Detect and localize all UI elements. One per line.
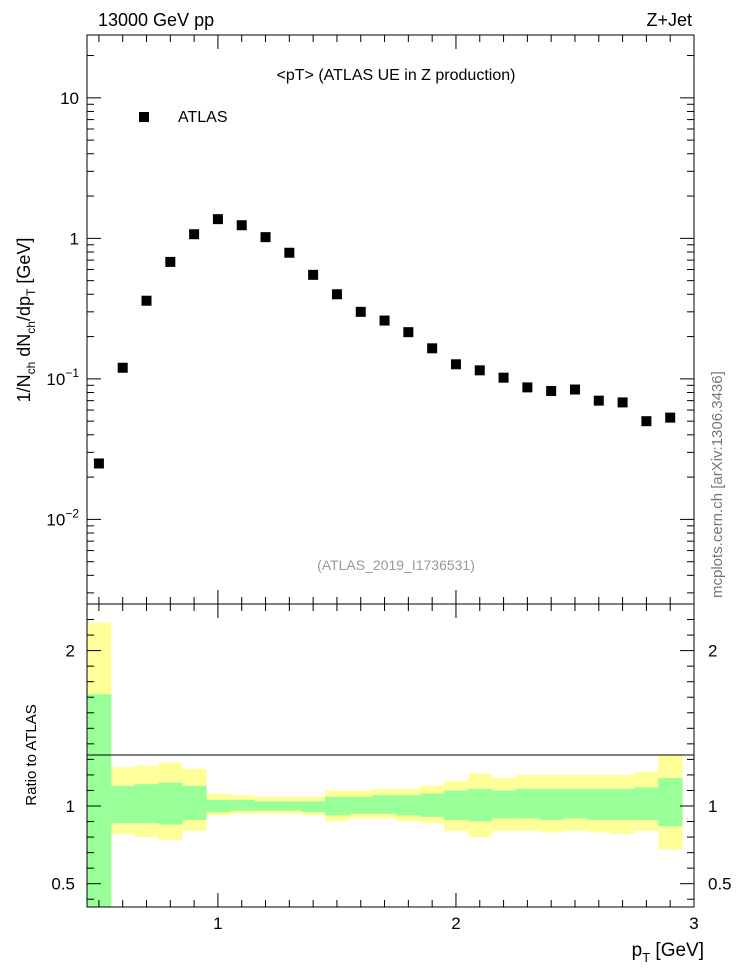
data-point (474, 365, 485, 376)
ratio-tick-labels: 2 2 1 1 0.5 0.5 1 2 3 (51, 642, 731, 933)
data-point (236, 220, 247, 231)
ratio-band-inner (134, 784, 159, 824)
ratio-band-inner (87, 694, 112, 907)
data-point (593, 395, 604, 406)
tick-base: 10 (46, 510, 65, 529)
ylabel-sub-ch-1: ch (24, 362, 38, 375)
ratio-band-inner (301, 801, 326, 813)
tick-exponent: −1 (65, 366, 79, 380)
xlabel-unit: [GeV] (650, 940, 704, 961)
ratio-band-inner (396, 795, 421, 816)
x-tick-label: 1 (213, 914, 222, 933)
legend-label: ATLAS (178, 109, 228, 126)
ratio-y-tick-label: 1 (66, 797, 75, 816)
ratio-band-inner (182, 785, 207, 820)
x-axis-label: pT [GeV] (632, 940, 704, 965)
data-point (355, 306, 366, 317)
ratio-uncertainty-bands (87, 622, 683, 907)
xlabel-p: p (632, 940, 643, 961)
ratio-band-inner (348, 796, 374, 814)
ratio-band-inner (420, 793, 445, 817)
ratio-y-tick-label-right: 1 (708, 797, 717, 816)
data-point (308, 269, 319, 280)
ratio-panel: 2 2 1 1 0.5 0.5 1 2 3 Ratio to ATLAS pT [GeV] (23, 603, 732, 965)
data-point (331, 289, 342, 300)
data-point (117, 362, 128, 373)
main-y-tick-label: 10−2 (46, 506, 79, 529)
data-point (189, 229, 200, 240)
ratio-band-inner (158, 782, 183, 825)
side-label: mcplots.cern.ch [arXiv:1306.3436] (709, 371, 726, 598)
data-point (546, 385, 557, 396)
main-y-tick-label: 10−1 (46, 366, 79, 389)
xlabel-sub-t: T (642, 950, 650, 965)
ratio-y-tick-label-right: 0.5 (708, 875, 732, 894)
main-y-tick-label: 10 (60, 89, 79, 108)
ratio-band-inner (444, 790, 469, 820)
data-point (165, 256, 176, 267)
data-point (522, 382, 533, 393)
data-point (284, 247, 295, 258)
data-point (427, 343, 438, 354)
tick-exponent: −2 (65, 506, 79, 520)
ratio-y-axis-label: Ratio to ATLAS (23, 704, 40, 805)
data-point (450, 359, 461, 370)
ylabel-part-1: 1/N (14, 374, 34, 402)
ylabel-part-3: /dp (14, 296, 34, 321)
data-point (379, 315, 390, 326)
ylabel-sub-t: T (24, 288, 38, 296)
ratio-band-inner (658, 778, 683, 827)
ratio-band-inner (372, 795, 397, 814)
ratio-band-inner (253, 801, 278, 811)
data-point (665, 412, 676, 423)
data-point (93, 458, 104, 469)
data-point (641, 416, 652, 427)
x-tick-label: 2 (451, 914, 460, 933)
main-y-tick-label: 1 (70, 229, 79, 248)
data-point (403, 327, 414, 338)
ratio-band-inner (634, 787, 659, 820)
header-left: 13000 GeV pp (98, 10, 214, 30)
data-point (498, 372, 509, 383)
data-point (569, 384, 580, 395)
legend-marker (139, 112, 149, 122)
tick-base: 10 (46, 370, 65, 389)
ratio-band-inner (563, 788, 588, 819)
ratio-band-inner (110, 785, 136, 824)
ratio-y-tick-label-right: 2 (708, 642, 717, 661)
ratio-band-inner (325, 796, 350, 816)
main-data-points (93, 214, 676, 469)
ylabel-part-4: [GeV] (14, 238, 34, 289)
ratio-y-tick-label: 0.5 (51, 875, 75, 894)
data-point (260, 232, 271, 243)
ratio-band-inner (491, 790, 516, 819)
ratio-band-inner (515, 788, 540, 819)
ratio-band-inner (467, 788, 493, 822)
ratio-band-inner (539, 788, 564, 820)
ratio-frame (86, 603, 695, 908)
plot-title: <pT> (ATLAS UE in Z production) (277, 67, 516, 84)
data-point (212, 214, 223, 225)
ratio-band-inner (206, 799, 231, 813)
header-right: Z+Jet (646, 10, 692, 30)
data-point (141, 295, 152, 306)
ratio-band-inner (229, 799, 255, 811)
ratio-axis-ticks (87, 604, 695, 907)
ratio-band-inner (586, 788, 612, 820)
ratio-band-inner (277, 801, 302, 811)
ratio-band-inner (610, 788, 635, 820)
main-y-axis-label: 1/Nch dNch/dpT [GeV] (14, 238, 38, 403)
ratio-y-tick-label: 2 (66, 642, 75, 661)
analysis-watermark: (ATLAS_2019_I1736531) (317, 557, 475, 573)
x-tick-label: 3 (689, 914, 698, 933)
data-point (617, 397, 628, 408)
ylabel-part-2: dN (14, 334, 34, 362)
ylabel-sub-ch-2: ch (24, 321, 38, 334)
